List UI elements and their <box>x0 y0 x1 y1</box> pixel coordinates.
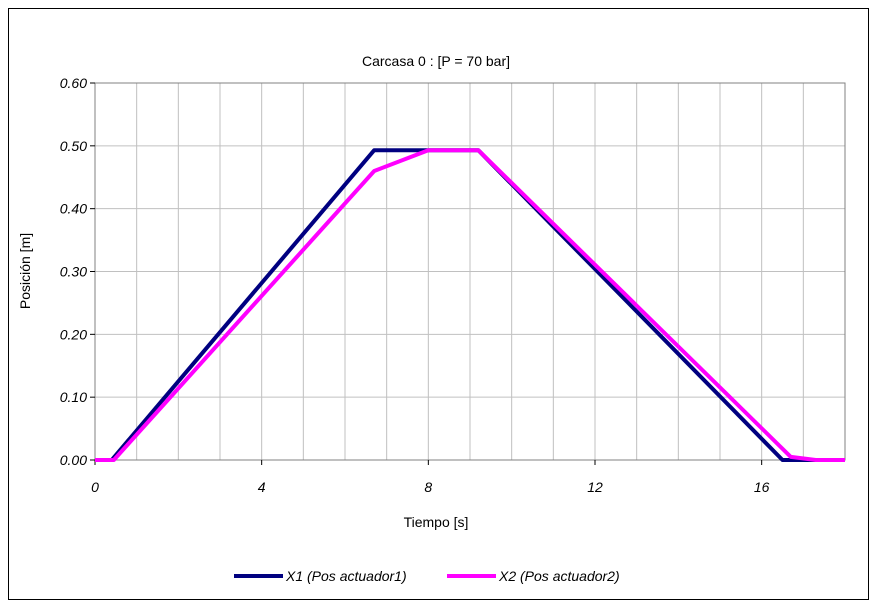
legend-label-x2: X2 (Pos actuador2) <box>498 568 620 584</box>
y-axis-label: Posición [m] <box>17 233 33 309</box>
x-tick-label: 8 <box>424 479 432 495</box>
y-axis: 0.00 0.10 0.20 0.30 0.40 0.50 0.60 <box>60 75 95 468</box>
y-tick-label: 0.00 <box>60 452 87 468</box>
y-tick-label: 0.40 <box>60 201 87 217</box>
chart-title: Carcasa 0 : [P = 70 bar] <box>362 53 510 69</box>
series-lines <box>95 148 845 462</box>
series-line-2 <box>95 148 845 462</box>
y-tick-label: 0.60 <box>60 75 87 91</box>
y-tick-label: 0.10 <box>60 389 87 405</box>
x-tick-label: 12 <box>587 479 603 495</box>
gridlines <box>94 82 846 461</box>
x-tick-label: 0 <box>91 479 99 495</box>
y-tick-label: 0.20 <box>60 326 87 342</box>
legend: X1 (Pos actuador1) X2 (Pos actuador2) <box>234 568 620 584</box>
x-axis: 0 4 8 12 16 <box>91 460 770 495</box>
y-tick-label: 0.30 <box>60 264 87 280</box>
x-tick-label: 4 <box>258 479 266 495</box>
x-axis-label: Tiempo [s] <box>404 514 469 530</box>
x-tick-label: 16 <box>754 479 770 495</box>
y-tick-label: 0.50 <box>60 138 87 154</box>
legend-label-x1: X1 (Pos actuador1) <box>285 568 407 584</box>
